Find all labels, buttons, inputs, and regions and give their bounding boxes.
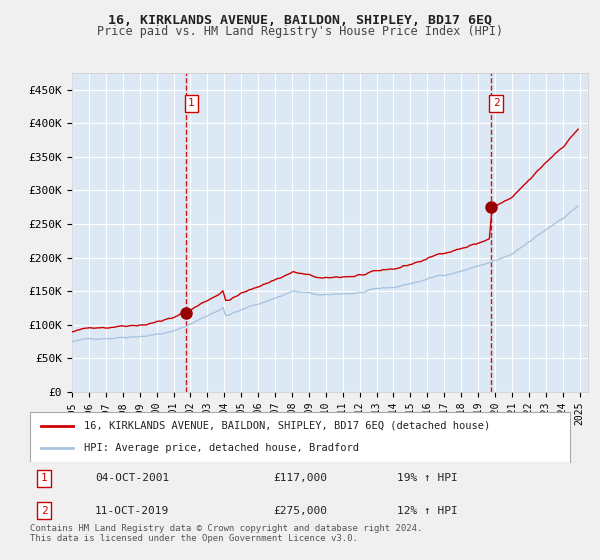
Text: 19% ↑ HPI: 19% ↑ HPI [397, 473, 458, 483]
Text: £275,000: £275,000 [273, 506, 327, 516]
Text: HPI: Average price, detached house, Bradford: HPI: Average price, detached house, Brad… [84, 443, 359, 453]
Text: 2: 2 [41, 506, 47, 516]
Text: 11-OCT-2019: 11-OCT-2019 [95, 506, 169, 516]
Text: 1: 1 [188, 99, 194, 108]
Text: 04-OCT-2001: 04-OCT-2001 [95, 473, 169, 483]
Text: 2: 2 [493, 99, 500, 108]
Text: Contains HM Land Registry data © Crown copyright and database right 2024.
This d: Contains HM Land Registry data © Crown c… [30, 524, 422, 543]
Text: £117,000: £117,000 [273, 473, 327, 483]
Text: 12% ↑ HPI: 12% ↑ HPI [397, 506, 458, 516]
Text: Price paid vs. HM Land Registry's House Price Index (HPI): Price paid vs. HM Land Registry's House … [97, 25, 503, 38]
Text: 16, KIRKLANDS AVENUE, BAILDON, SHIPLEY, BD17 6EQ: 16, KIRKLANDS AVENUE, BAILDON, SHIPLEY, … [108, 14, 492, 27]
Text: 1: 1 [41, 473, 47, 483]
Text: 16, KIRKLANDS AVENUE, BAILDON, SHIPLEY, BD17 6EQ (detached house): 16, KIRKLANDS AVENUE, BAILDON, SHIPLEY, … [84, 421, 490, 431]
